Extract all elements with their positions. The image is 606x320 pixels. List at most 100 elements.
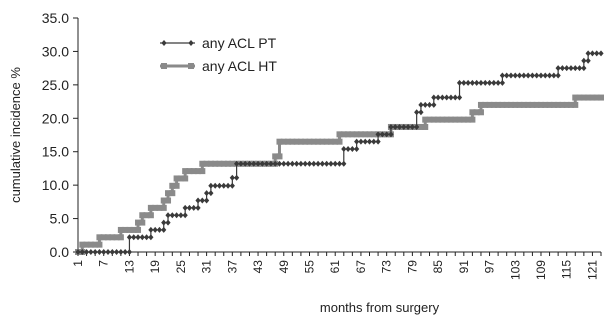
x-tick-label: 85 (431, 260, 445, 274)
data-point-marker (516, 72, 523, 79)
data-point-marker (186, 168, 193, 175)
series-any-acl-pt (75, 50, 604, 255)
data-point-marker (319, 160, 325, 167)
data-point-marker (409, 123, 415, 130)
x-tick-label: 25 (174, 260, 188, 274)
data-point-marker (229, 174, 235, 181)
data-point-marker (173, 175, 180, 182)
data-point-marker (264, 160, 270, 167)
data-point-marker (182, 204, 188, 211)
data-point-marker (182, 175, 189, 182)
data-point-marker (375, 138, 381, 145)
data-point-marker (246, 160, 253, 167)
data-point-marker (512, 72, 518, 79)
data-point-marker (83, 241, 90, 248)
data-point-marker (195, 168, 202, 175)
data-point-marker (430, 116, 437, 123)
data-point-marker (311, 160, 317, 167)
data-point-marker (160, 204, 167, 211)
data-point-marker (366, 131, 373, 138)
data-point-marker (152, 204, 159, 211)
y-tick-label: 30.0 (42, 43, 69, 59)
data-point-marker (418, 101, 424, 108)
data-point-marker (148, 226, 154, 233)
axes (77, 18, 601, 253)
data-point-marker (165, 190, 172, 197)
data-point-marker (559, 101, 566, 108)
data-point-marker (431, 94, 437, 101)
data-point-marker (422, 123, 429, 130)
data-point-marker (113, 249, 120, 255)
data-point-marker (559, 65, 566, 72)
data-point-marker (362, 138, 368, 145)
data-point-marker (281, 160, 287, 167)
data-point-marker (499, 79, 506, 86)
data-point-marker (96, 234, 103, 241)
data-point-marker (477, 101, 484, 108)
data-point-marker (126, 226, 133, 233)
series-line-any-acl-pt (78, 52, 601, 253)
data-point-marker (431, 101, 437, 108)
data-point-marker (169, 190, 176, 197)
data-point-marker (379, 131, 385, 138)
data-point-marker (422, 116, 429, 123)
data-point-marker (336, 138, 343, 145)
data-point-marker (293, 138, 300, 145)
data-point-marker (131, 234, 137, 241)
data-point-marker (550, 101, 557, 108)
x-tick-label: 7 (97, 260, 111, 267)
data-point-marker (147, 204, 154, 211)
data-point-marker (525, 72, 531, 79)
data-point-marker (456, 116, 463, 123)
data-point-marker (576, 94, 583, 101)
data-point-marker (465, 79, 471, 86)
data-point-marker (469, 109, 476, 116)
y-axis-ticks: 0.0 5.0 10.0 15.0 20.0 25.0 30.0 35.0 (42, 10, 78, 260)
data-point-marker (564, 65, 570, 72)
data-point-marker (585, 94, 592, 101)
data-point-marker (414, 123, 420, 130)
data-point-marker (542, 101, 549, 108)
data-point-marker (585, 50, 591, 57)
data-point-marker (105, 234, 112, 241)
x-tick-label: 67 (354, 260, 368, 274)
data-point-marker (371, 138, 377, 145)
data-point-marker (195, 204, 201, 211)
data-point-marker (156, 204, 163, 211)
data-point-marker (229, 182, 235, 189)
data-point-marker (358, 138, 364, 145)
data-point-marker (310, 138, 317, 145)
data-point-marker (474, 79, 480, 86)
legend-item-any-acl-pt: any ACL PT (160, 35, 277, 51)
data-point-marker (486, 79, 493, 86)
data-point-marker (401, 123, 407, 130)
data-point-marker (324, 160, 330, 167)
x-tick-label: 73 (380, 260, 394, 274)
data-point-marker (204, 197, 210, 204)
data-point-marker (520, 101, 527, 108)
data-point-marker (199, 160, 206, 167)
data-point-marker (465, 116, 472, 123)
data-point-marker (238, 160, 244, 167)
data-point-marker (298, 160, 304, 167)
data-point-marker (555, 65, 561, 72)
data-point-marker (482, 79, 488, 86)
data-point-marker (216, 160, 223, 167)
y-tick-label: 15.0 (42, 144, 69, 160)
legend-swatch-marker (161, 40, 167, 46)
data-point-marker (555, 101, 562, 108)
data-point-marker (349, 146, 355, 153)
data-point-marker (79, 249, 85, 255)
x-tick-label: 19 (148, 260, 162, 274)
data-point-marker (336, 160, 343, 167)
data-point-marker (83, 249, 90, 255)
data-point-marker (555, 72, 561, 79)
data-point-marker (495, 79, 501, 86)
data-point-marker (593, 94, 600, 101)
x-tick-label: 79 (405, 260, 419, 274)
data-point-marker (276, 160, 283, 167)
data-point-marker (546, 72, 553, 79)
data-point-marker (182, 212, 188, 219)
data-point-marker (580, 94, 587, 101)
data-point-marker (122, 249, 128, 255)
